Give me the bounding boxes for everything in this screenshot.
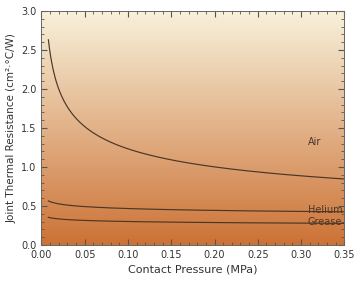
- Y-axis label: Joint Thermal Resistance (cm²·°C/W): Joint Thermal Resistance (cm²·°C/W): [7, 33, 17, 223]
- Text: Grease: Grease: [308, 217, 342, 227]
- Text: Air: Air: [308, 137, 321, 147]
- Text: Helium: Helium: [308, 205, 342, 214]
- X-axis label: Contact Pressure (MPa): Contact Pressure (MPa): [128, 264, 258, 274]
